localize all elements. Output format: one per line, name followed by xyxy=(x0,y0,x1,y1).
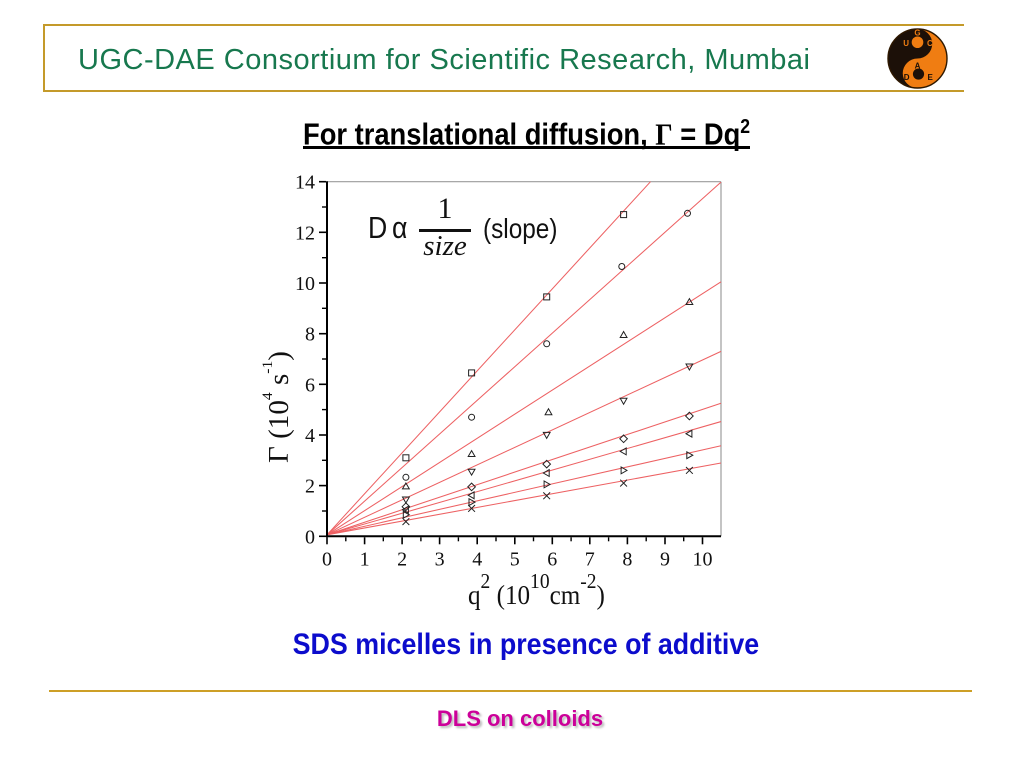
svg-text:4: 4 xyxy=(305,425,315,447)
svg-text:2: 2 xyxy=(397,549,407,571)
svg-text:8: 8 xyxy=(622,549,632,571)
svg-text:3: 3 xyxy=(435,549,445,571)
svg-text:4: 4 xyxy=(472,549,482,571)
svg-text:7: 7 xyxy=(585,549,595,571)
svg-text:Γ (104 s-1): Γ (104 s-1) xyxy=(259,351,295,463)
svg-text:14: 14 xyxy=(295,172,315,194)
svg-text:0: 0 xyxy=(322,549,332,571)
svg-text:C: C xyxy=(927,39,933,48)
svg-text:6: 6 xyxy=(547,549,557,571)
svg-text:2: 2 xyxy=(305,476,315,498)
svg-text:10: 10 xyxy=(295,273,315,295)
svg-text:q2 (1010cm-2): q2 (1010cm-2) xyxy=(468,570,605,610)
svg-text:0: 0 xyxy=(305,526,315,548)
svg-text:A: A xyxy=(915,61,921,70)
svg-text:1: 1 xyxy=(360,549,370,571)
svg-text:8: 8 xyxy=(305,324,315,346)
svg-text:G: G xyxy=(914,28,920,37)
svg-text:E: E xyxy=(928,73,934,82)
svg-text:D: D xyxy=(904,73,910,82)
svg-text:6: 6 xyxy=(305,374,315,396)
svg-text:10: 10 xyxy=(693,549,713,571)
svg-text:12: 12 xyxy=(295,222,315,244)
svg-text:5: 5 xyxy=(510,549,520,571)
svg-text:U: U xyxy=(903,39,909,48)
svg-text:9: 9 xyxy=(660,549,670,571)
